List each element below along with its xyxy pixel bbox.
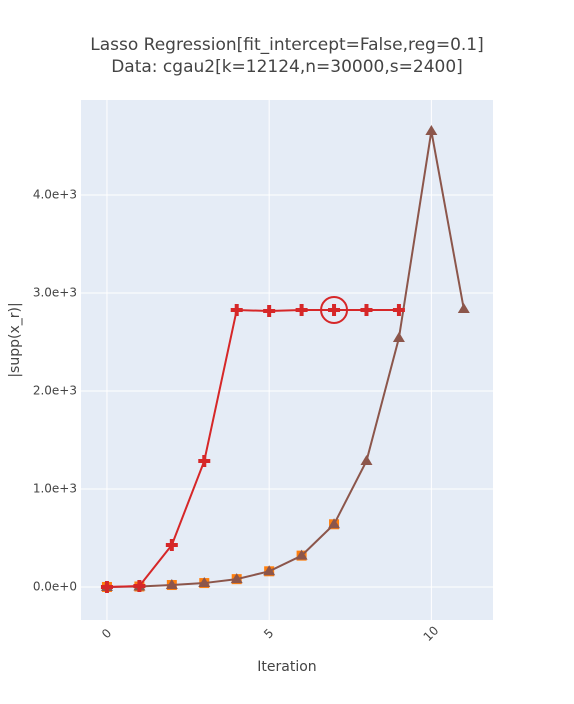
marker — [360, 454, 373, 465]
marker — [295, 303, 308, 316]
x-tick-label: 10 — [421, 623, 442, 644]
marker — [457, 302, 470, 313]
x-axis-title: Iteration — [257, 659, 316, 675]
x-tick-label: 5 — [261, 626, 276, 641]
marker — [263, 565, 276, 576]
marker — [230, 303, 243, 316]
marker — [133, 579, 146, 592]
y-tick-label: 3.0e+3 — [33, 286, 77, 300]
y-tick-label: 0.0e+0 — [33, 579, 77, 593]
marker — [392, 303, 405, 316]
marker — [328, 518, 341, 529]
y-tick-label: 4.0e+3 — [33, 188, 77, 202]
series-line — [106, 308, 399, 588]
marker — [360, 303, 373, 316]
marker — [392, 332, 405, 343]
marker — [295, 549, 308, 560]
marker — [425, 125, 438, 136]
marker — [198, 577, 211, 588]
marker — [100, 580, 113, 593]
marker — [328, 303, 341, 316]
chart-subtitle: Data: cgau2[k=12124,n=30000,s=2400] — [111, 57, 463, 77]
marker — [198, 454, 211, 467]
plot-background — [81, 100, 493, 620]
marker — [263, 305, 276, 318]
series-line — [106, 130, 465, 588]
chart-title: Lasso Regression[fit_intercept=False,reg… — [90, 35, 484, 55]
marker — [230, 573, 243, 584]
marker — [165, 538, 178, 551]
x-tick-label: 0 — [99, 626, 114, 641]
y-tick-label: 1.0e+3 — [33, 481, 77, 495]
y-axis-title: |supp(x_r)| — [7, 302, 23, 377]
marker — [165, 579, 178, 590]
highlight-circle — [320, 295, 349, 324]
y-tick-label: 2.0e+3 — [33, 384, 77, 398]
